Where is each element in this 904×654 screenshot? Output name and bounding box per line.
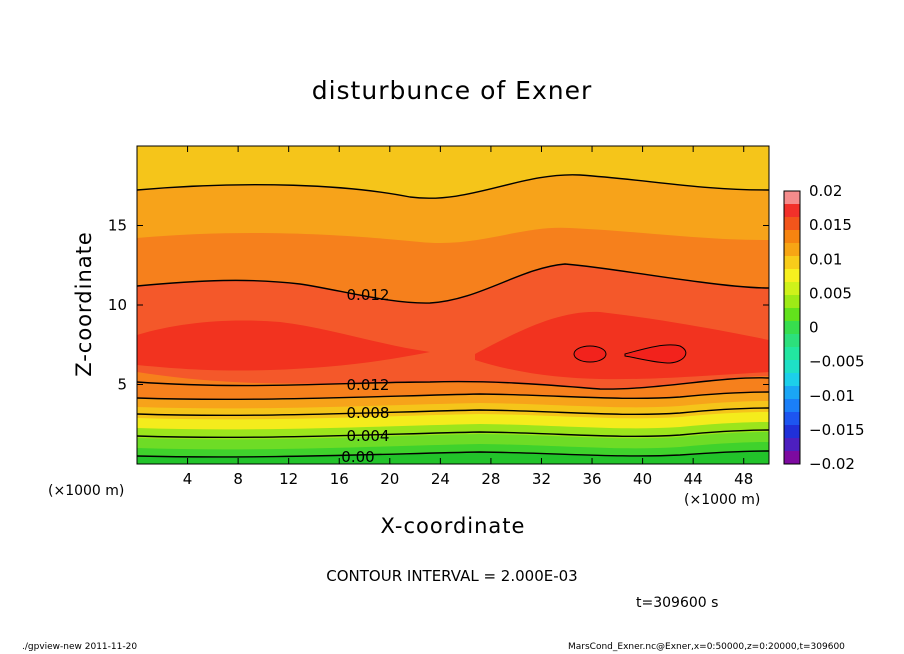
contour-lines	[137, 174, 769, 458]
x-tick-label: 24	[431, 470, 450, 488]
colorbar-swatch	[784, 256, 800, 269]
contour-label: 0.008	[347, 404, 390, 422]
colorbar-label: 0	[809, 319, 819, 337]
x-tick-label: 40	[633, 470, 652, 488]
x-tick-label: 20	[380, 470, 399, 488]
colorbar-swatch	[784, 217, 800, 230]
colorbar-swatch	[784, 308, 800, 321]
contour-line-5	[137, 429, 769, 439]
field-blob-1	[573, 345, 607, 363]
colorbar-label: 0.005	[809, 284, 852, 302]
x-tick-label: 12	[279, 470, 298, 488]
colorbar-swatch	[784, 282, 800, 295]
contour-line-4	[137, 407, 769, 417]
x-axis-label: X-coordinate	[380, 514, 526, 538]
colorbar-swatch	[784, 269, 800, 282]
chart-title: disturbunce of Exner	[311, 76, 593, 105]
x-tick-label: 48	[734, 470, 753, 488]
colorbar-swatch	[784, 230, 800, 243]
colorbar-swatch	[784, 191, 800, 204]
colorbar-label: 0.02	[809, 182, 842, 200]
contour-line-2	[137, 377, 769, 390]
contour-line-3	[137, 391, 769, 401]
colorbar-label: −0.02	[809, 455, 855, 473]
colorbar-label: 0.01	[809, 250, 842, 268]
field-core-right	[475, 311, 769, 380]
x-tick-label: 8	[233, 470, 243, 488]
x-axis-ticks: 4 8 12 16 20 24 28 32 36 40 44 48	[183, 146, 753, 488]
contour-line-1	[137, 263, 769, 304]
y-tick-label: 15	[108, 217, 127, 235]
footer-left-text: ./gpview-new 2011-11-20	[22, 642, 138, 652]
colorbar-label: 0.015	[809, 216, 852, 234]
contour-label: 0.012	[347, 376, 390, 394]
contour-fills	[137, 146, 769, 464]
colorbar-frame	[783, 190, 801, 465]
x-tick-label: 16	[330, 470, 349, 488]
colorbar-swatch	[784, 451, 800, 464]
contour-label: 0.004	[347, 427, 390, 445]
colorbar-swatch	[784, 243, 800, 256]
contour-labels: 0.012 0.012 0.008 0.004 0.00	[341, 286, 390, 466]
colorbar-label: −0.01	[809, 387, 855, 405]
y-tick-label: 10	[108, 296, 127, 314]
colorbar-swatch	[784, 425, 800, 438]
colorbar-swatch	[784, 438, 800, 451]
contour-interval-note: CONTOUR INTERVAL = 2.000E-03	[326, 567, 578, 585]
colorbar-label: −0.015	[809, 421, 865, 439]
field-core-left	[137, 320, 430, 371]
colorbar-swatch	[784, 386, 800, 399]
colorbar-swatch	[784, 399, 800, 412]
footer-right-text: MarsCond_Exner.nc@Exner,x=0:50000,z=0:20…	[568, 642, 845, 652]
colorbar-swatch	[784, 321, 800, 334]
colorbar-swatch	[784, 295, 800, 308]
x-tick-label: 44	[684, 470, 703, 488]
colorbar: 0.02 0.015 0.01 0.005 0 −0.005 −0.01 −0.015 −0.0…	[783, 182, 865, 473]
colorbar-swatch	[784, 334, 800, 347]
x-unit-label-right: (×1000 m)	[684, 492, 761, 508]
colorbar-swatch	[784, 204, 800, 217]
field-band-lower-6	[137, 450, 769, 464]
colorbar-swatch	[784, 347, 800, 360]
colorbar-swatch	[784, 360, 800, 373]
colorbar-swatch	[784, 412, 800, 425]
x-tick-label: 28	[481, 470, 500, 488]
x-tick-label: 36	[582, 470, 601, 488]
x-tick-label: 32	[532, 470, 551, 488]
contour-label: 0.00	[341, 448, 374, 466]
y-tick-label: 5	[117, 376, 127, 394]
y-axis-ticks: 5 10 15	[108, 217, 769, 394]
contour-line-6	[137, 450, 769, 458]
colorbar-swatch	[784, 373, 800, 386]
x-tick-label: 4	[183, 470, 193, 488]
field-blob-2	[624, 344, 687, 364]
contour-line-0	[137, 174, 769, 199]
colorbar-label: −0.005	[809, 353, 865, 371]
contour-label: 0.012	[347, 286, 390, 304]
time-stamp-note: t=309600 s	[636, 595, 719, 611]
x-unit-label-left: (×1000 m)	[48, 483, 125, 499]
